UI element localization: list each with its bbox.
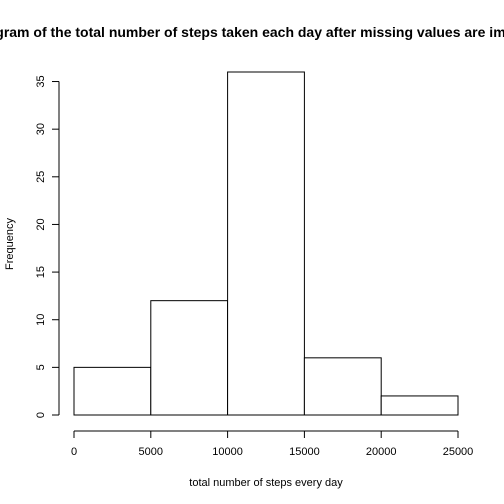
y-tick-label: 30	[35, 123, 47, 135]
y-tick-label: 35	[35, 75, 47, 87]
y-axis: 0 5 10 15 20 25 30 35	[35, 75, 60, 418]
x-tick-label: 0	[71, 446, 77, 458]
y-tick-label: 10	[35, 314, 47, 326]
y-tick-label: 25	[35, 171, 47, 183]
y-tick-label: 5	[35, 364, 47, 370]
x-tick-label: 20000	[366, 446, 397, 458]
y-tick-label: 0	[35, 412, 47, 418]
x-tick-label: 10000	[212, 446, 243, 458]
chart-title: Histogram of the total number of steps t…	[0, 24, 504, 40]
y-axis-label: Frequency	[4, 218, 16, 270]
histogram-bar-4	[380, 395, 459, 416]
histogram-bar-2	[227, 71, 305, 416]
x-axis: 0 5000 10000 15000 20000 25000	[71, 430, 474, 458]
x-tick-label: 25000	[443, 446, 474, 458]
histogram-bar-3	[303, 357, 382, 416]
x-tick-label: 5000	[139, 446, 163, 458]
y-tick-label: 20	[35, 218, 47, 230]
bars-group	[73, 71, 459, 416]
x-tick-label: 15000	[289, 446, 320, 458]
histogram-bar-0	[73, 366, 152, 416]
y-tick-label: 15	[35, 266, 47, 278]
histogram-bar-1	[150, 300, 229, 416]
x-axis-label: total number of steps every day	[189, 477, 343, 489]
